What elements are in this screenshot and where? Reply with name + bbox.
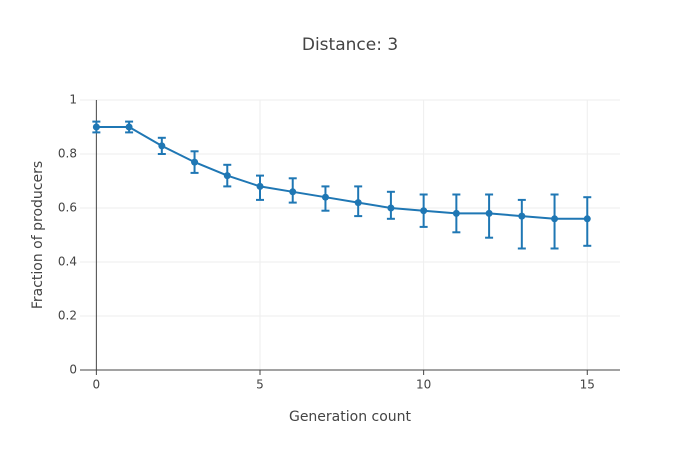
x-tick-label: 15 [580, 378, 595, 392]
data-point [289, 188, 297, 196]
data-point [485, 209, 493, 217]
y-tick-label: 0.6 [58, 201, 77, 215]
y-tick-label: 1 [69, 93, 77, 107]
tick-labels: 0 5 10 15 0 0.2 0.4 0.6 0.8 1 [58, 93, 595, 392]
data-point [223, 172, 231, 180]
data-point [551, 215, 559, 223]
data-point [158, 142, 166, 150]
data-point [452, 209, 460, 217]
axes [80, 100, 620, 375]
data-point [518, 212, 526, 220]
x-tick-label: 10 [416, 378, 431, 392]
data-series [92, 120, 592, 250]
data-point [92, 123, 100, 131]
x-axis-label: Generation count [289, 409, 412, 425]
y-tick-label: 0.2 [58, 309, 77, 323]
y-tick-label: 0.4 [58, 255, 77, 269]
data-point [321, 193, 329, 201]
data-point [125, 123, 133, 131]
series-line [96, 126, 588, 220]
y-tick-label: 0.8 [58, 147, 77, 161]
data-point [387, 204, 395, 212]
chart-title: Distance: 3 [302, 35, 398, 55]
data-point [354, 199, 362, 207]
x-tick-label: 5 [256, 378, 264, 392]
data-point [256, 182, 264, 190]
x-tick-label: 0 [93, 378, 101, 392]
grid [80, 99, 620, 370]
data-point [583, 215, 591, 223]
y-axis-label: Fraction of producers [30, 161, 46, 309]
data-point [191, 158, 199, 166]
data-point [420, 207, 428, 215]
y-tick-label: 0 [69, 363, 77, 377]
